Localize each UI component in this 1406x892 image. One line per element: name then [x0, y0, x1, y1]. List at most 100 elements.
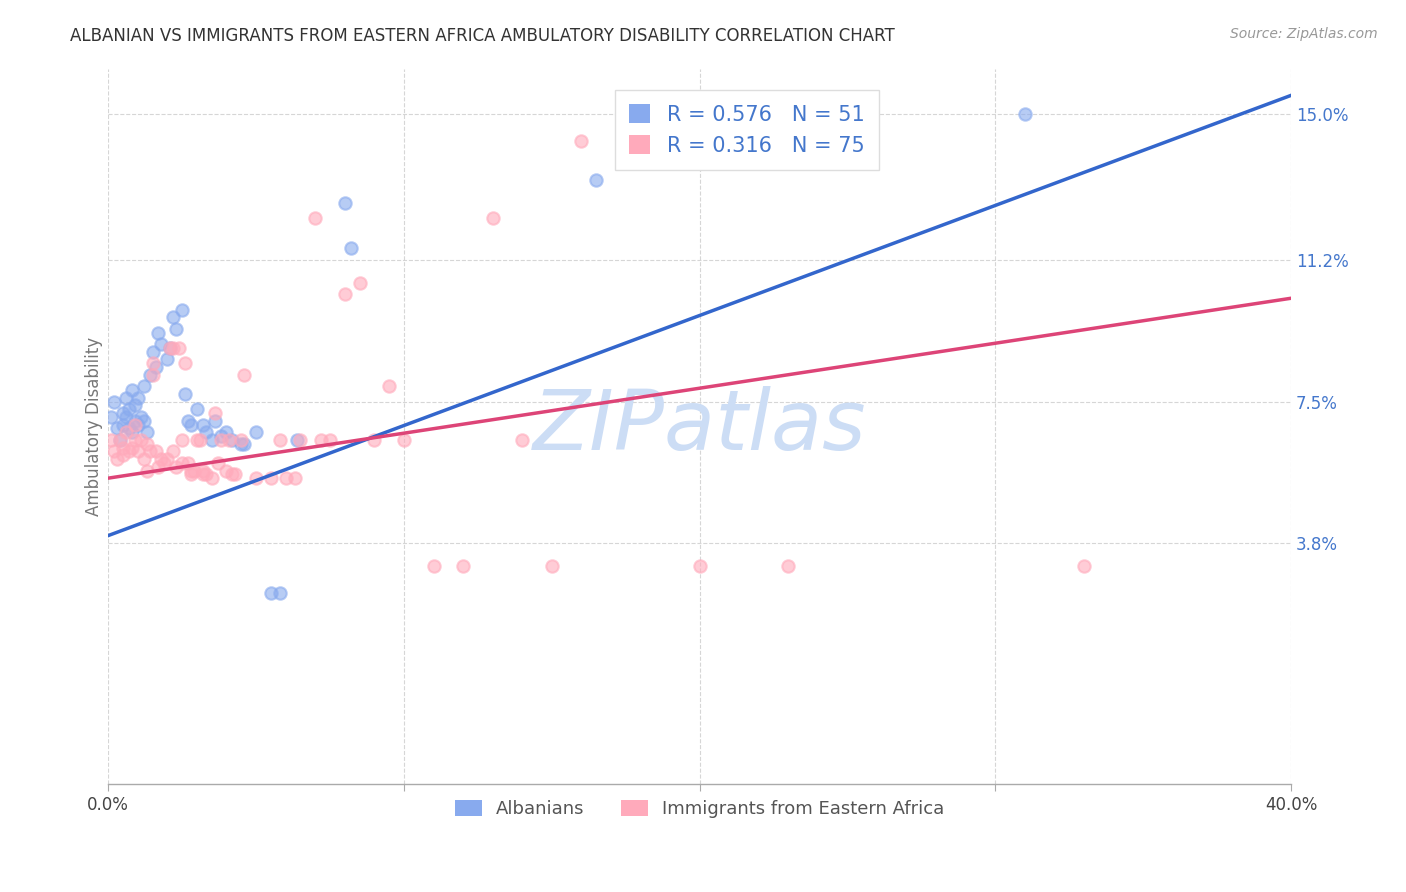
- Point: [129, 433, 152, 447]
- Point: [201, 471, 224, 485]
- Point: [319, 433, 342, 447]
- Point: [129, 409, 152, 424]
- Point: [233, 368, 256, 382]
- Point: [111, 417, 134, 432]
- Point: [188, 433, 211, 447]
- Point: [172, 302, 194, 317]
- Point: [142, 356, 165, 370]
- Point: [165, 459, 187, 474]
- Point: [159, 341, 181, 355]
- Point: [339, 242, 361, 256]
- Point: [191, 463, 214, 477]
- Text: Source: ZipAtlas.com: Source: ZipAtlas.com: [1230, 27, 1378, 41]
- Point: [127, 417, 149, 432]
- Point: [186, 402, 208, 417]
- Point: [100, 409, 122, 424]
- Point: [138, 368, 160, 382]
- Point: [138, 444, 160, 458]
- Point: [204, 414, 226, 428]
- Point: [103, 394, 125, 409]
- Point: [333, 287, 356, 301]
- Point: [630, 134, 652, 148]
- Point: [132, 379, 155, 393]
- Point: [451, 559, 474, 574]
- Point: [191, 417, 214, 432]
- Point: [148, 459, 170, 474]
- Point: [115, 425, 138, 440]
- Point: [172, 456, 194, 470]
- Point: [118, 402, 141, 417]
- Point: [392, 433, 415, 447]
- Point: [571, 134, 593, 148]
- Point: [118, 444, 141, 458]
- Point: [121, 383, 143, 397]
- Point: [135, 425, 157, 440]
- Point: [260, 586, 283, 600]
- Point: [585, 172, 607, 186]
- Point: [174, 387, 197, 401]
- Point: [150, 337, 173, 351]
- Text: ALBANIAN VS IMMIGRANTS FROM EASTERN AFRICA AMBULATORY DISABILITY CORRELATION CHA: ALBANIAN VS IMMIGRANTS FROM EASTERN AFRI…: [70, 27, 896, 45]
- Point: [105, 452, 128, 467]
- Point: [194, 467, 217, 482]
- Point: [172, 433, 194, 447]
- Point: [218, 433, 240, 447]
- Point: [145, 444, 167, 458]
- Point: [162, 310, 184, 325]
- Point: [209, 433, 232, 447]
- Point: [115, 391, 138, 405]
- Point: [105, 421, 128, 435]
- Point: [135, 436, 157, 450]
- Point: [204, 406, 226, 420]
- Point: [156, 352, 179, 367]
- Point: [304, 211, 326, 225]
- Point: [127, 444, 149, 458]
- Text: ZIPatlas: ZIPatlas: [533, 386, 866, 467]
- Point: [167, 341, 190, 355]
- Point: [124, 414, 146, 428]
- Point: [290, 433, 312, 447]
- Point: [274, 471, 297, 485]
- Point: [150, 452, 173, 467]
- Point: [260, 471, 283, 485]
- Point: [540, 559, 562, 574]
- Point: [1073, 559, 1095, 574]
- Point: [118, 421, 141, 435]
- Point: [689, 559, 711, 574]
- Point: [245, 471, 267, 485]
- Point: [165, 322, 187, 336]
- Point: [283, 471, 305, 485]
- Point: [194, 425, 217, 440]
- Point: [132, 414, 155, 428]
- Point: [148, 326, 170, 340]
- Point: [269, 433, 291, 447]
- Point: [180, 467, 202, 482]
- Point: [186, 433, 208, 447]
- Point: [309, 433, 332, 447]
- Point: [269, 586, 291, 600]
- Point: [422, 559, 444, 574]
- Point: [201, 433, 224, 447]
- Point: [124, 433, 146, 447]
- Point: [111, 448, 134, 462]
- Point: [108, 433, 131, 447]
- Point: [111, 441, 134, 455]
- Point: [363, 433, 385, 447]
- Point: [231, 436, 253, 450]
- Point: [115, 409, 138, 424]
- Point: [180, 417, 202, 432]
- Y-axis label: Ambulatory Disability: Ambulatory Disability: [86, 337, 103, 516]
- Point: [121, 441, 143, 455]
- Point: [177, 414, 200, 428]
- Point: [100, 433, 122, 447]
- Point: [127, 391, 149, 405]
- Point: [162, 444, 184, 458]
- Point: [233, 436, 256, 450]
- Point: [159, 341, 181, 355]
- Point: [778, 559, 800, 574]
- Point: [481, 211, 503, 225]
- Point: [221, 433, 243, 447]
- Point: [349, 276, 371, 290]
- Point: [153, 456, 176, 470]
- Point: [142, 368, 165, 382]
